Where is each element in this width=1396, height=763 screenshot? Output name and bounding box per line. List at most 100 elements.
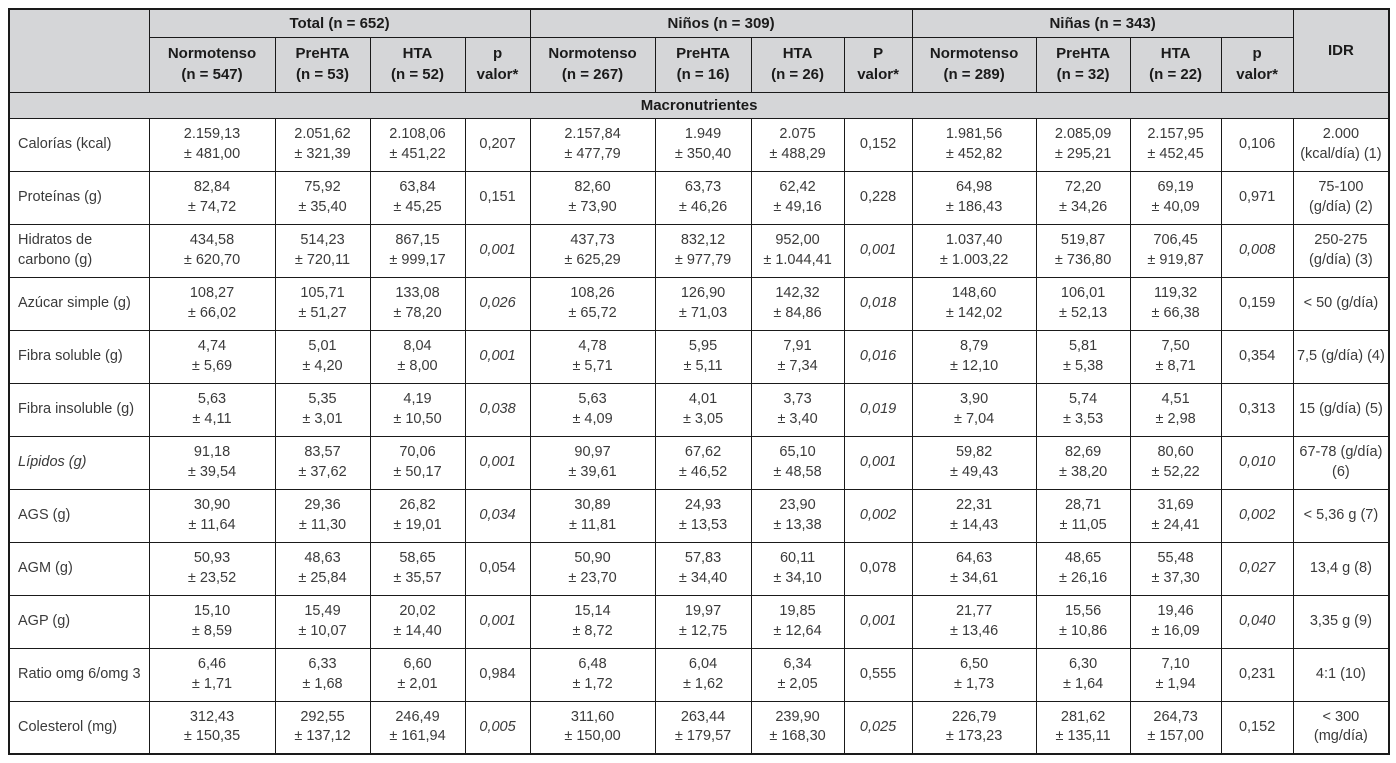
value-cell-total: 20,02 ± 14,40	[369, 594, 466, 649]
value-cell-total: 514,23 ± 720,11	[274, 223, 371, 278]
row-label: Calorías (kcal)	[8, 117, 150, 172]
subheader-ninas-1: PreHTA (n = 32)	[1035, 36, 1131, 93]
table-row: Hidratos de carbono (g) 434,58 ± 620,70 514…	[8, 223, 1390, 278]
value-cell-total: 63,84 ± 45,25	[369, 170, 466, 225]
value-cell-ninas: 28,71 ± 11,05	[1035, 488, 1131, 543]
subheader-ninas-2: HTA (n = 22)	[1129, 36, 1222, 93]
p-value-cell-ninas: 0,040	[1220, 594, 1294, 649]
value-cell-total: 105,71 ± 51,27	[274, 276, 371, 331]
row-label: Fibra soluble (g)	[8, 329, 150, 384]
value-cell-ninas: 82,69 ± 38,20	[1035, 435, 1131, 490]
value-cell-ninas: 119,32 ± 66,38	[1129, 276, 1222, 331]
p-value-cell-total: 0,054	[464, 541, 531, 596]
value-cell-total: 70,06 ± 50,17	[369, 435, 466, 490]
p-value-cell-ninos: 0,019	[843, 382, 913, 437]
value-cell-ninos: 5,95 ± 5,11	[654, 329, 752, 384]
value-cell-ninos: 263,44 ± 179,57	[654, 700, 752, 755]
value-cell-total: 5,35 ± 3,01	[274, 382, 371, 437]
value-cell-ninos: 6,34 ± 2,05	[750, 647, 845, 702]
subheader-ninos-1: PreHTA (n = 16)	[654, 36, 752, 93]
p-value-cell-total: 0,151	[464, 170, 531, 225]
value-cell-ninos: 6,48 ± 1,72	[529, 647, 656, 702]
p-value-cell-ninos: 0,002	[843, 488, 913, 543]
value-cell-ninos: 437,73 ± 625,29	[529, 223, 656, 278]
idr-cell: 67-78 (g/día) (6)	[1292, 435, 1390, 490]
p-value-cell-ninas: 0,008	[1220, 223, 1294, 278]
table-row: Lípidos (g) 91,18 ± 39,54 83,57 ± 37,62 70,06…	[8, 435, 1390, 490]
value-cell-ninos: 62,42 ± 49,16	[750, 170, 845, 225]
table-row: Proteínas (g) 82,84 ± 74,72 75,92 ± 35,40 63,…	[8, 170, 1390, 225]
row-label: AGS (g)	[8, 488, 150, 543]
p-value-cell-total: 0,034	[464, 488, 531, 543]
section-title: Macronutrientes	[8, 91, 1390, 119]
value-cell-ninos: 142,32 ± 84,86	[750, 276, 845, 331]
value-cell-total: 292,55 ± 137,12	[274, 700, 371, 755]
group-header-total: Total (n = 652)	[148, 8, 531, 38]
p-value-cell-ninos: 0,018	[843, 276, 913, 331]
p-value-cell-total: 0,984	[464, 647, 531, 702]
p-value-cell-ninos: 0,001	[843, 223, 913, 278]
p-value-cell-ninas: 0,159	[1220, 276, 1294, 331]
value-cell-ninos: 2.157,84 ± 477,79	[529, 117, 656, 172]
value-cell-total: 75,92 ± 35,40	[274, 170, 371, 225]
p-value-cell-ninas: 0,971	[1220, 170, 1294, 225]
idr-cell: 250-275 (g/día) (3)	[1292, 223, 1390, 278]
value-cell-total: 2.051,62 ± 321,39	[274, 117, 371, 172]
value-cell-ninos: 1.949 ± 350,40	[654, 117, 752, 172]
table-row: Calorías (kcal) 2.159,13 ± 481,00 2.051,62 ±…	[8, 117, 1390, 172]
p-value-cell-total: 0,207	[464, 117, 531, 172]
value-cell-total: 4,19 ± 10,50	[369, 382, 466, 437]
value-cell-ninos: 57,83 ± 34,40	[654, 541, 752, 596]
p-value-cell-ninos: 0,555	[843, 647, 913, 702]
p-value-cell-ninas: 0,231	[1220, 647, 1294, 702]
subheader-total-2: HTA (n = 52)	[369, 36, 466, 93]
value-cell-ninas: 21,77 ± 13,46	[911, 594, 1037, 649]
value-cell-total: 6,46 ± 1,71	[148, 647, 276, 702]
table-row: AGS (g) 30,90 ± 11,64 29,36 ± 11,30 26,82 ± 19…	[8, 488, 1390, 543]
p-value-cell-total: 0,038	[464, 382, 531, 437]
p-value-cell-total: 0,001	[464, 435, 531, 490]
value-cell-ninos: 65,10 ± 48,58	[750, 435, 845, 490]
value-cell-ninos: 50,90 ± 23,70	[529, 541, 656, 596]
row-label: Proteínas (g)	[8, 170, 150, 225]
value-cell-total: 2.159,13 ± 481,00	[148, 117, 276, 172]
value-cell-ninos: 3,73 ± 3,40	[750, 382, 845, 437]
value-cell-ninos: 832,12 ± 977,79	[654, 223, 752, 278]
nutrients-table: Total (n = 652) Niños (n = 309) Niñas (n…	[8, 8, 1391, 755]
subheader-total-1: PreHTA (n = 53)	[274, 36, 371, 93]
subheader-total-0: Normotenso (n = 547)	[148, 36, 276, 93]
value-cell-ninos: 7,91 ± 7,34	[750, 329, 845, 384]
value-cell-ninas: 106,01 ± 52,13	[1035, 276, 1131, 331]
value-cell-total: 30,90 ± 11,64	[148, 488, 276, 543]
value-cell-ninas: 148,60 ± 142,02	[911, 276, 1037, 331]
value-cell-total: 108,27 ± 66,02	[148, 276, 276, 331]
value-cell-ninas: 6,30 ± 1,64	[1035, 647, 1131, 702]
value-cell-ninas: 5,81 ± 5,38	[1035, 329, 1131, 384]
p-value-cell-ninas: 0,002	[1220, 488, 1294, 543]
value-cell-ninas: 55,48 ± 37,30	[1129, 541, 1222, 596]
p-value-cell-ninos: 0,001	[843, 435, 913, 490]
value-cell-ninas: 15,56 ± 10,86	[1035, 594, 1131, 649]
group-header-ninos: Niños (n = 309)	[529, 8, 913, 38]
value-cell-ninos: 24,93 ± 13,53	[654, 488, 752, 543]
value-cell-ninos: 19,85 ± 12,64	[750, 594, 845, 649]
p-value-cell-ninos: 0,228	[843, 170, 913, 225]
group-header-ninas: Niñas (n = 343)	[911, 8, 1294, 38]
value-cell-ninos: 30,89 ± 11,81	[529, 488, 656, 543]
p-value-cell-total: 0,005	[464, 700, 531, 755]
value-cell-ninas: 64,63 ± 34,61	[911, 541, 1037, 596]
row-label: Colesterol (mg)	[8, 700, 150, 755]
value-cell-ninas: 72,20 ± 34,26	[1035, 170, 1131, 225]
value-cell-total: 15,10 ± 8,59	[148, 594, 276, 649]
value-cell-ninos: 108,26 ± 65,72	[529, 276, 656, 331]
p-value-cell-total: 0,001	[464, 223, 531, 278]
p-value-cell-ninos: 0,152	[843, 117, 913, 172]
value-cell-ninas: 8,79 ± 12,10	[911, 329, 1037, 384]
p-value-cell-ninos: 0,016	[843, 329, 913, 384]
subheader-row: Normotenso (n = 547) PreHTA (n = 53) HTA (n =…	[9, 36, 1389, 93]
value-cell-ninos: 19,97 ± 12,75	[654, 594, 752, 649]
p-value-cell-ninas: 0,152	[1220, 700, 1294, 755]
value-cell-ninas: 31,69 ± 24,41	[1129, 488, 1222, 543]
